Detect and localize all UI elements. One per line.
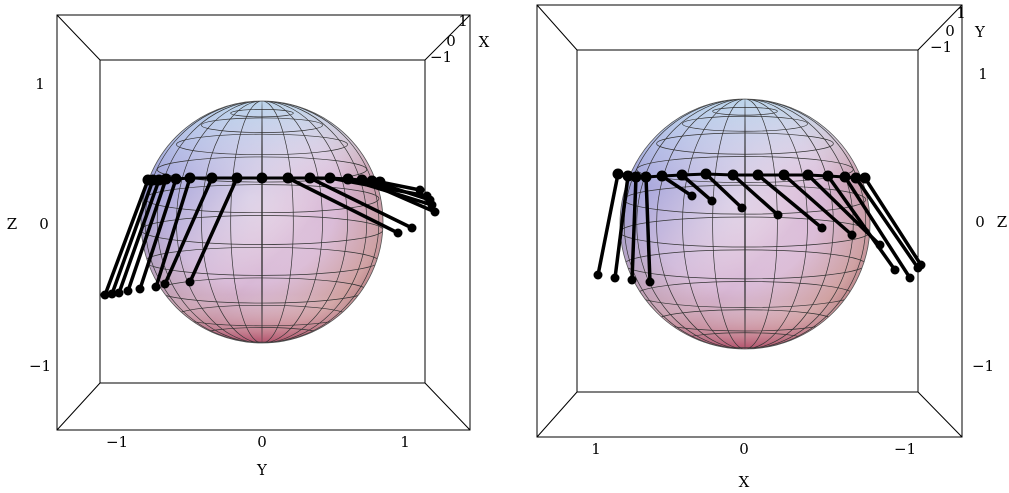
joint — [357, 175, 368, 186]
bob — [426, 196, 435, 205]
plots: 1 0 −1 Z −1 0 1 Y 1 0 −1 X 1 0 −1 Z 1 0 … — [0, 0, 1009, 493]
bob — [774, 211, 783, 220]
joint — [161, 174, 172, 185]
bob — [408, 224, 417, 233]
bob — [152, 283, 161, 292]
bob — [906, 274, 915, 283]
z-tick: 1 — [35, 75, 45, 93]
bob — [186, 278, 195, 287]
bob — [431, 208, 440, 217]
bob — [611, 274, 620, 283]
bob — [646, 278, 655, 287]
joint — [803, 170, 814, 181]
joint — [257, 173, 268, 184]
bob — [161, 280, 170, 289]
x-label: X — [739, 473, 750, 491]
bob — [594, 271, 603, 280]
joint — [613, 169, 624, 180]
z-label: Z — [7, 215, 17, 233]
bob — [708, 197, 717, 206]
joint — [631, 172, 642, 183]
y-tick: 1 — [956, 4, 966, 22]
joint — [779, 170, 790, 181]
rod — [105, 180, 148, 295]
y-label: Y — [974, 23, 986, 41]
joint — [753, 170, 764, 181]
joint — [325, 173, 336, 184]
x-tick: 1 — [458, 12, 468, 30]
joint — [171, 174, 182, 185]
bob — [124, 287, 133, 296]
bob — [891, 266, 900, 275]
z-tick: 1 — [978, 65, 988, 83]
joint — [657, 171, 668, 182]
bob — [136, 285, 145, 294]
bob — [917, 261, 926, 270]
z-label: Z — [997, 213, 1007, 231]
joint — [185, 173, 196, 184]
x-tick: −1 — [894, 440, 916, 458]
bob — [628, 276, 637, 285]
joint — [728, 170, 739, 181]
z-tick: −1 — [972, 357, 994, 375]
latitude — [231, 343, 294, 351]
y-tick: −1 — [930, 38, 952, 56]
z-tick: 0 — [39, 215, 49, 233]
joint — [283, 173, 294, 184]
joint — [677, 170, 688, 181]
joint — [701, 169, 712, 180]
bob — [848, 231, 857, 240]
latitude — [713, 349, 778, 357]
bob — [738, 204, 747, 213]
y-tick: −1 — [106, 433, 128, 451]
joint — [232, 173, 243, 184]
sphere-shade — [620, 99, 870, 349]
joint — [375, 177, 386, 188]
sphere — [620, 99, 870, 357]
joint — [823, 171, 834, 182]
bob — [416, 186, 425, 195]
joint — [840, 172, 851, 183]
y-tick: 1 — [400, 433, 410, 451]
rod — [598, 174, 618, 275]
right-plot: 1 0 −1 Z 1 0 −1 X 1 0 −1 Y — [537, 4, 1007, 491]
sphere — [141, 101, 383, 351]
x-tick: 0 — [739, 440, 749, 458]
bob — [818, 224, 827, 233]
joint — [641, 172, 652, 183]
x-tick: −1 — [430, 48, 452, 66]
y-label: Y — [256, 461, 268, 479]
z-tick: 0 — [975, 213, 985, 231]
bob — [394, 229, 403, 238]
joint — [305, 173, 316, 184]
joint — [860, 173, 871, 184]
joint — [207, 173, 218, 184]
z-tick: −1 — [29, 357, 51, 375]
x-label: X — [479, 33, 490, 51]
bob — [688, 192, 697, 201]
bob — [115, 289, 124, 298]
left-plot: 1 0 −1 Z −1 0 1 Y 1 0 −1 X — [7, 12, 490, 479]
joint — [343, 174, 354, 185]
x-tick: 1 — [591, 440, 601, 458]
y-tick: 0 — [257, 433, 267, 451]
